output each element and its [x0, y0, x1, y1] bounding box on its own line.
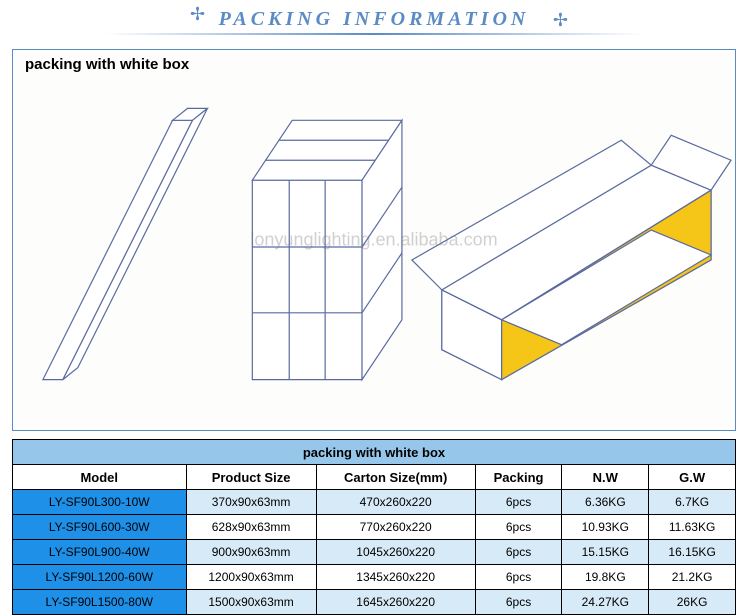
packing-diagram — [13, 50, 735, 430]
table-title: packing with white box — [13, 440, 736, 465]
table-row: LY-SF90L1500-80W 1500x90x63mm 1645x260x2… — [13, 590, 736, 615]
bird-left-icon: ✢ — [190, 4, 205, 25]
cell: 21.2KG — [649, 565, 736, 590]
banner-rule — [104, 33, 644, 35]
cell: 6pcs — [475, 565, 562, 590]
cell: 470x260x220 — [316, 490, 475, 515]
cell-model: LY-SF90L1500-80W — [13, 590, 187, 615]
product-bar-icon — [43, 108, 208, 379]
diagram-caption: packing with white box — [25, 56, 189, 73]
table-row: LY-SF90L600-30W 628x90x63mm 770x260x220 … — [13, 515, 736, 540]
cell: 900x90x63mm — [186, 540, 316, 565]
cell: 770x260x220 — [316, 515, 475, 540]
cell-model: LY-SF90L900-40W — [13, 540, 187, 565]
cell: 1645x260x220 — [316, 590, 475, 615]
cell: 6pcs — [475, 490, 562, 515]
table-row: LY-SF90L900-40W 900x90x63mm 1045x260x220… — [13, 540, 736, 565]
cell: 24.27KG — [562, 590, 649, 615]
cell-model: LY-SF90L300-10W — [13, 490, 187, 515]
table-row: LY-SF90L1200-60W 1200x90x63mm 1345x260x2… — [13, 565, 736, 590]
cell: 628x90x63mm — [186, 515, 316, 540]
cell: 11.63KG — [649, 515, 736, 540]
spec-table-wrap: packing with white box Model Product Siz… — [12, 439, 736, 615]
col-psize: Product Size — [186, 465, 316, 490]
cell: 10.93KG — [562, 515, 649, 540]
cell: 6pcs — [475, 540, 562, 565]
cell: 6pcs — [475, 515, 562, 540]
cell: 1045x260x220 — [316, 540, 475, 565]
cell: 6.36KG — [562, 490, 649, 515]
col-packing: Packing — [475, 465, 562, 490]
table-header-row: Model Product Size Carton Size(mm) Packi… — [13, 465, 736, 490]
cell: 6.7KG — [649, 490, 736, 515]
bird-right-icon: ✢ — [553, 10, 568, 31]
stack-box-icon — [252, 120, 402, 379]
cell: 1345x260x220 — [316, 565, 475, 590]
cell-model: LY-SF90L1200-60W — [13, 565, 187, 590]
col-model: Model — [13, 465, 187, 490]
diagram-frame: packing with white box — [12, 49, 736, 431]
banner-title: PACKING INFORMATION — [219, 8, 530, 30]
carton-open-icon — [412, 135, 731, 379]
cell-model: LY-SF90L600-30W — [13, 515, 187, 540]
cell: 26KG — [649, 590, 736, 615]
cell: 15.15KG — [562, 540, 649, 565]
table-title-row: packing with white box — [13, 440, 736, 465]
cell: 1200x90x63mm — [186, 565, 316, 590]
cell: 370x90x63mm — [186, 490, 316, 515]
cell: 19.8KG — [562, 565, 649, 590]
col-csize: Carton Size(mm) — [316, 465, 475, 490]
banner: ✢ PACKING INFORMATION ✢ — [0, 0, 748, 45]
cell: 6pcs — [475, 590, 562, 615]
table-row: LY-SF90L300-10W 370x90x63mm 470x260x220 … — [13, 490, 736, 515]
cell: 1500x90x63mm — [186, 590, 316, 615]
col-nw: N.W — [562, 465, 649, 490]
spec-table: packing with white box Model Product Siz… — [12, 439, 736, 615]
cell: 16.15KG — [649, 540, 736, 565]
col-gw: G.W — [649, 465, 736, 490]
